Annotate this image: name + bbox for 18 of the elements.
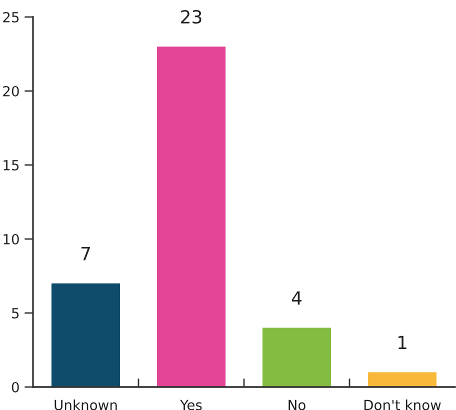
y-tick-label: 15 <box>4 160 19 170</box>
data-label: 23 <box>181 10 202 24</box>
bar <box>51 283 120 387</box>
bar <box>368 372 437 387</box>
y-tick-label: 25 <box>3 12 19 22</box>
data-label: 7 <box>81 247 90 260</box>
data-label: 1 <box>398 336 406 349</box>
y-tick-label: 5 <box>12 308 19 318</box>
y-tick-label: 20 <box>3 86 19 96</box>
data-label: 4 <box>292 291 302 305</box>
x-tick-label: No <box>288 400 306 410</box>
x-tick-label: Unknown <box>54 400 117 410</box>
y-tick-label: 0 <box>12 382 19 392</box>
y-tick-label: 10 <box>4 234 19 244</box>
bar <box>262 328 332 387</box>
x-tick-label: Don't know <box>364 400 441 410</box>
bar <box>156 46 226 387</box>
x-tick-label: Yes <box>180 400 202 410</box>
